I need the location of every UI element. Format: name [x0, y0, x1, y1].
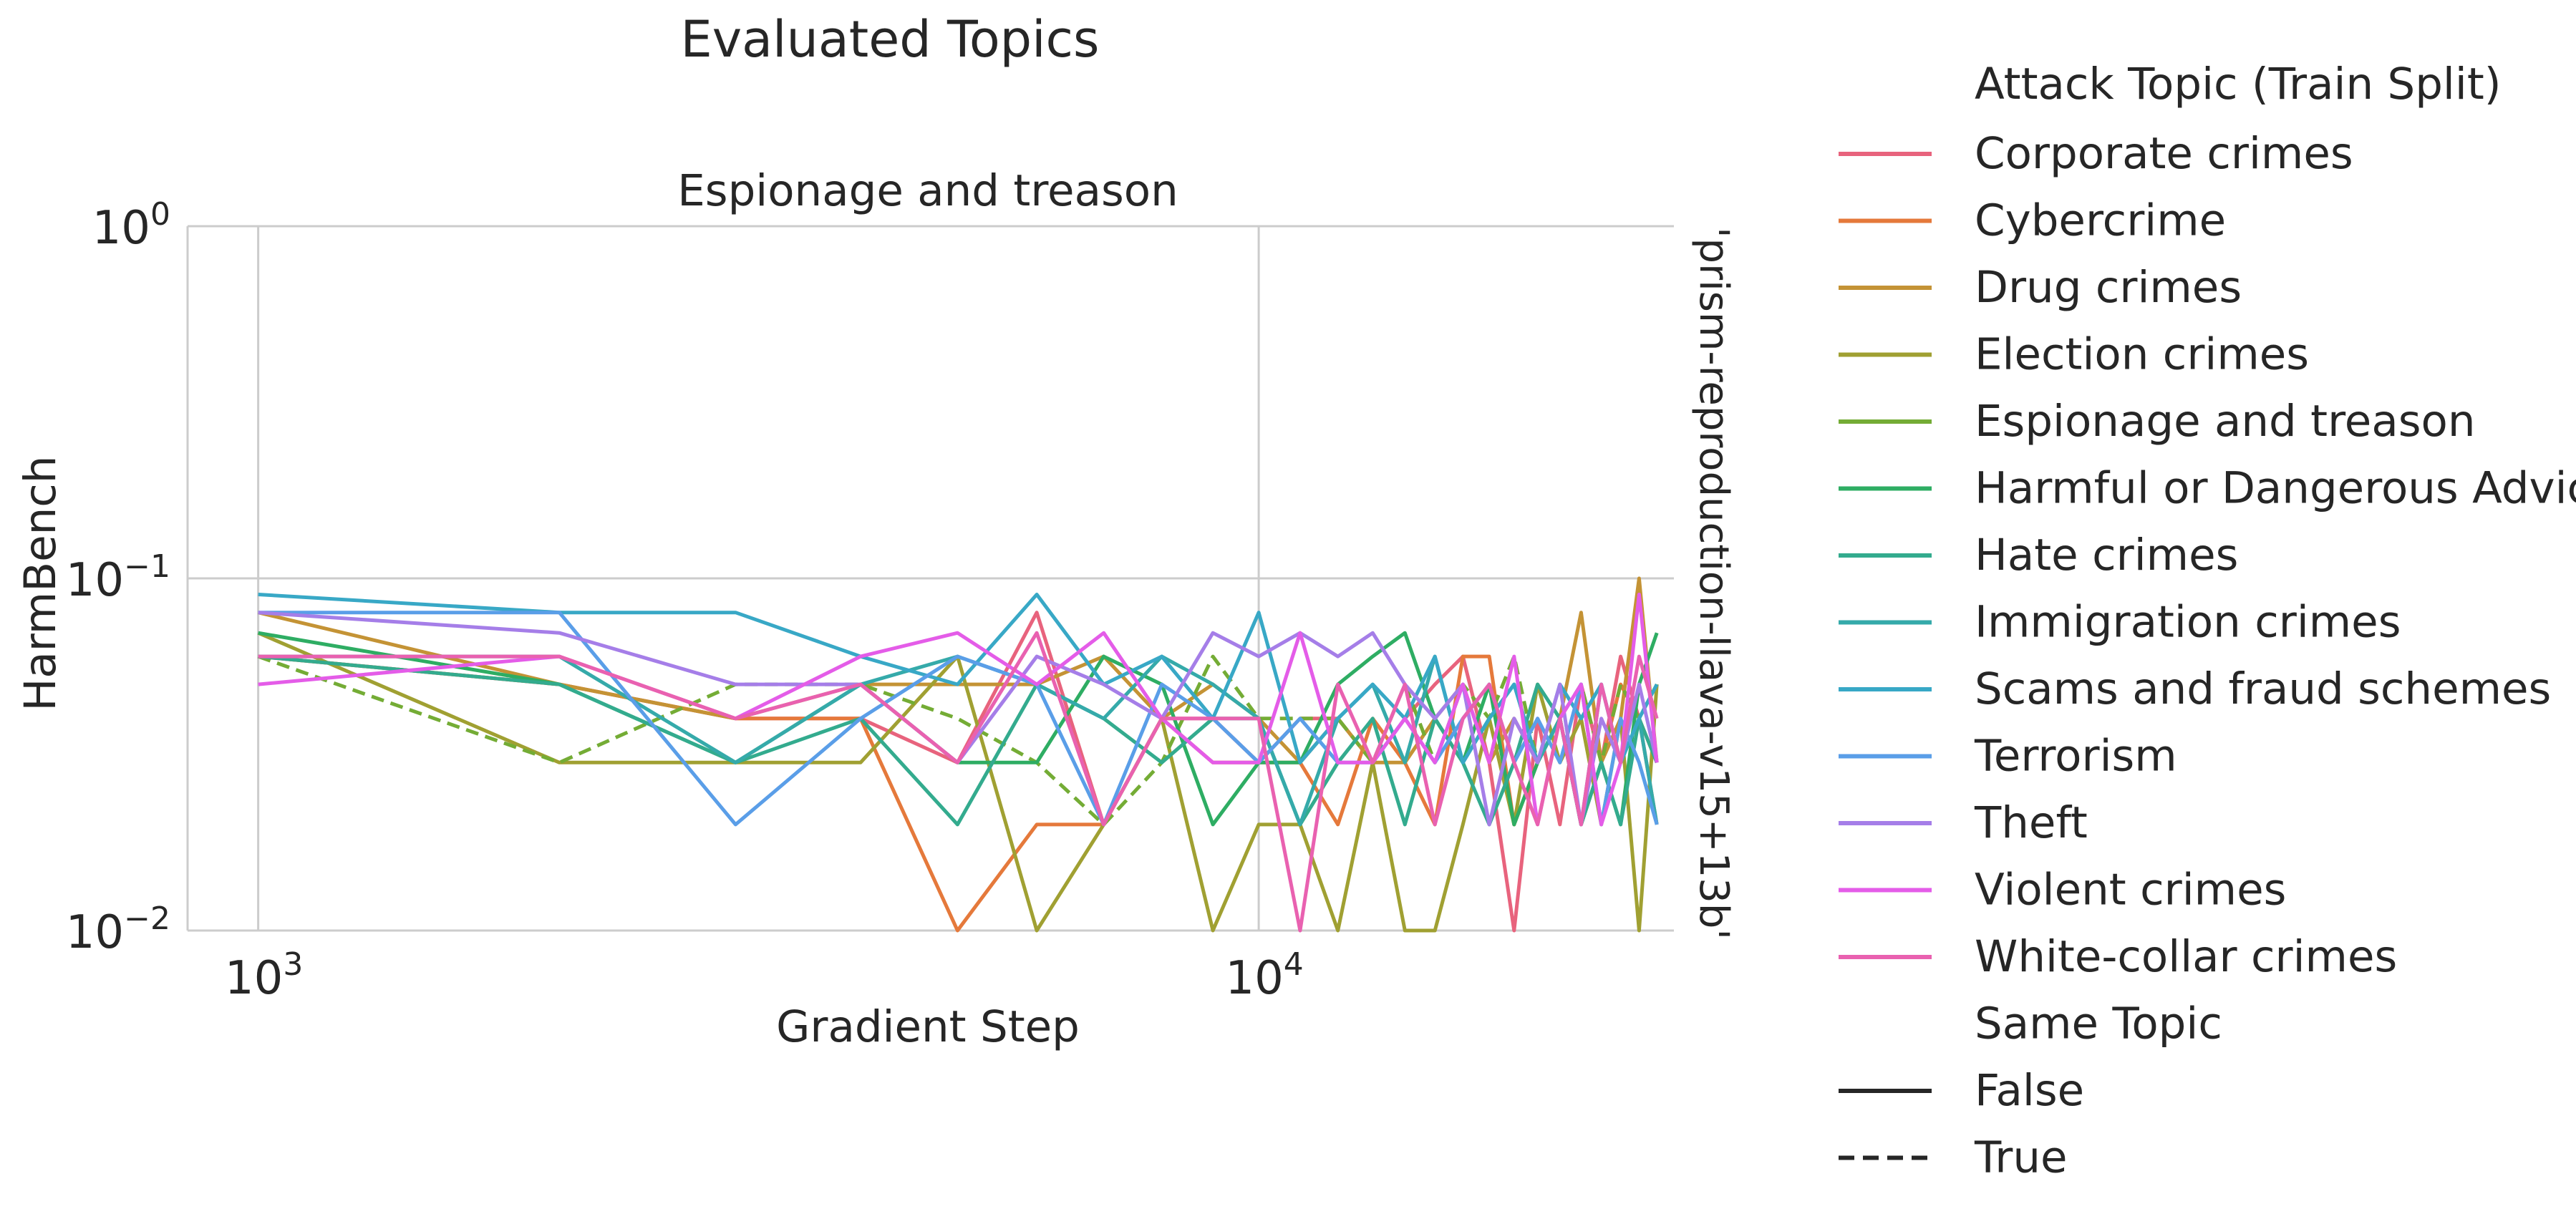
legend-label: Immigration crimes: [1975, 597, 2401, 648]
legend-hue-entries: Corporate crimes Cybercrime Drug crimes Ele…: [1839, 128, 2576, 982]
legend-style-title: Same Topic: [1975, 999, 2222, 1049]
legend-style-label: True: [1974, 1132, 2068, 1183]
y-tick-label: 10−2: [66, 900, 170, 959]
x-tick-label: 104: [1225, 946, 1303, 1005]
legend-label: Theft: [1974, 797, 2088, 848]
legend-label: Drug crimes: [1975, 262, 2242, 313]
series-lines: [257, 576, 1659, 933]
series-line: [258, 611, 1659, 827]
grid-lines: [188, 225, 1674, 932]
legend-style-entries: False True: [1839, 1065, 2084, 1183]
legend-label: White-collar crimes: [1975, 931, 2397, 982]
legend-label: Election crimes: [1975, 329, 2309, 380]
y-axis-label: HarmBench: [15, 456, 66, 712]
facet-title: Espionage and treason: [677, 165, 1178, 216]
series-line: [258, 593, 1659, 764]
y-tick-label: 10−1: [66, 548, 170, 607]
x-axis-label: Gradient Step: [776, 1001, 1080, 1052]
legend-label: Corporate crimes: [1975, 128, 2353, 179]
legend-label: Terrorism: [1974, 731, 2177, 782]
legend-label: Hate crimes: [1975, 530, 2238, 581]
series-line: [258, 593, 1659, 827]
legend-label: Harmful or Dangerous Advice: [1975, 463, 2576, 514]
legend-label: Espionage and treason: [1975, 396, 2475, 447]
row-facet-label: 'prism-reproduction-llava-v15+13b': [1690, 227, 1737, 940]
legend-label: Violent crimes: [1975, 865, 2286, 916]
legend-label: Cybercrime: [1975, 195, 2226, 246]
x-tick-label: 103: [225, 946, 303, 1005]
series-line: [258, 611, 1659, 827]
legend-style-label: False: [1975, 1065, 2084, 1116]
legend-label: Scams and fraud schemes: [1975, 664, 2551, 714]
legend: Attack Topic (Train Split) Corporate cri…: [1839, 59, 2576, 1183]
figure-title: Evaluated Topics: [681, 10, 1100, 69]
series-line: [258, 631, 1659, 933]
legend-hue-title: Attack Topic (Train Split): [1975, 59, 2502, 110]
tick-labels: 103 104 100 10−1 10−2: [66, 196, 1304, 1005]
y-tick-label: 100: [92, 196, 170, 255]
